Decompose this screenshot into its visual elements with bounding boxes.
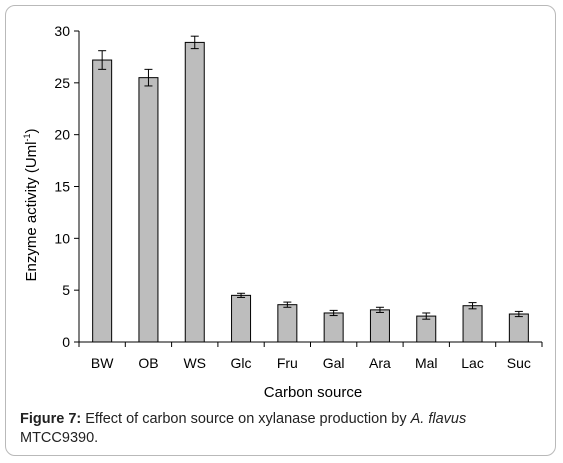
bar [416,315,437,343]
caption-label: Figure 7: [20,411,82,427]
y-tick-label: 30 [54,23,70,39]
x-tick-label: Lac [461,355,484,371]
x-tick-label: Glc [231,355,252,371]
caption-species: A. flavus [410,411,467,427]
caption-text: Effect of carbon source on xylanase prod… [81,411,411,427]
x-tick-label: WS [183,355,206,371]
y-tick-label: 15 [54,179,70,195]
x-tick-label: Mal [415,355,438,371]
bar [462,305,483,343]
x-tick-label: Fru [277,355,298,371]
y-tick-label: 5 [62,282,70,298]
figure-caption: Figure 7: Effect of carbon source on xyl… [20,410,540,448]
bar [231,294,252,343]
y-axis-title: Enzyme activity (Uml-1) [22,128,40,281]
bar-chart: 0 5 10 15 20 25 30 BW OB WS Glc Fru Gal Ara Mal Lac Suc… [22,23,543,401]
y-tick-label: 10 [54,230,70,246]
bar [508,313,529,343]
caption-text-end: MTCC9390. [20,430,99,446]
y-tick-label: 20 [54,127,70,143]
bar [92,59,113,343]
x-tick-label: Suc [507,355,531,371]
x-tick-label: Gal [323,355,345,371]
x-tick-label: OB [138,355,158,371]
bar [323,312,344,343]
bar [277,304,298,343]
x-axis-title: Carbon source [264,384,362,401]
y-tick-label: 25 [54,75,70,91]
y-axis: 0 5 10 15 20 25 30 [54,23,80,350]
x-tick-label: Ara [369,355,391,371]
bars [92,35,529,343]
bar [369,309,390,343]
x-axis: BW OB WS Glc Fru Gal Ara Mal Lac Suc [78,341,543,371]
x-tick-label: BW [91,355,114,371]
bar [184,41,205,343]
y-tick-label: 0 [62,334,70,350]
bar [138,77,159,343]
